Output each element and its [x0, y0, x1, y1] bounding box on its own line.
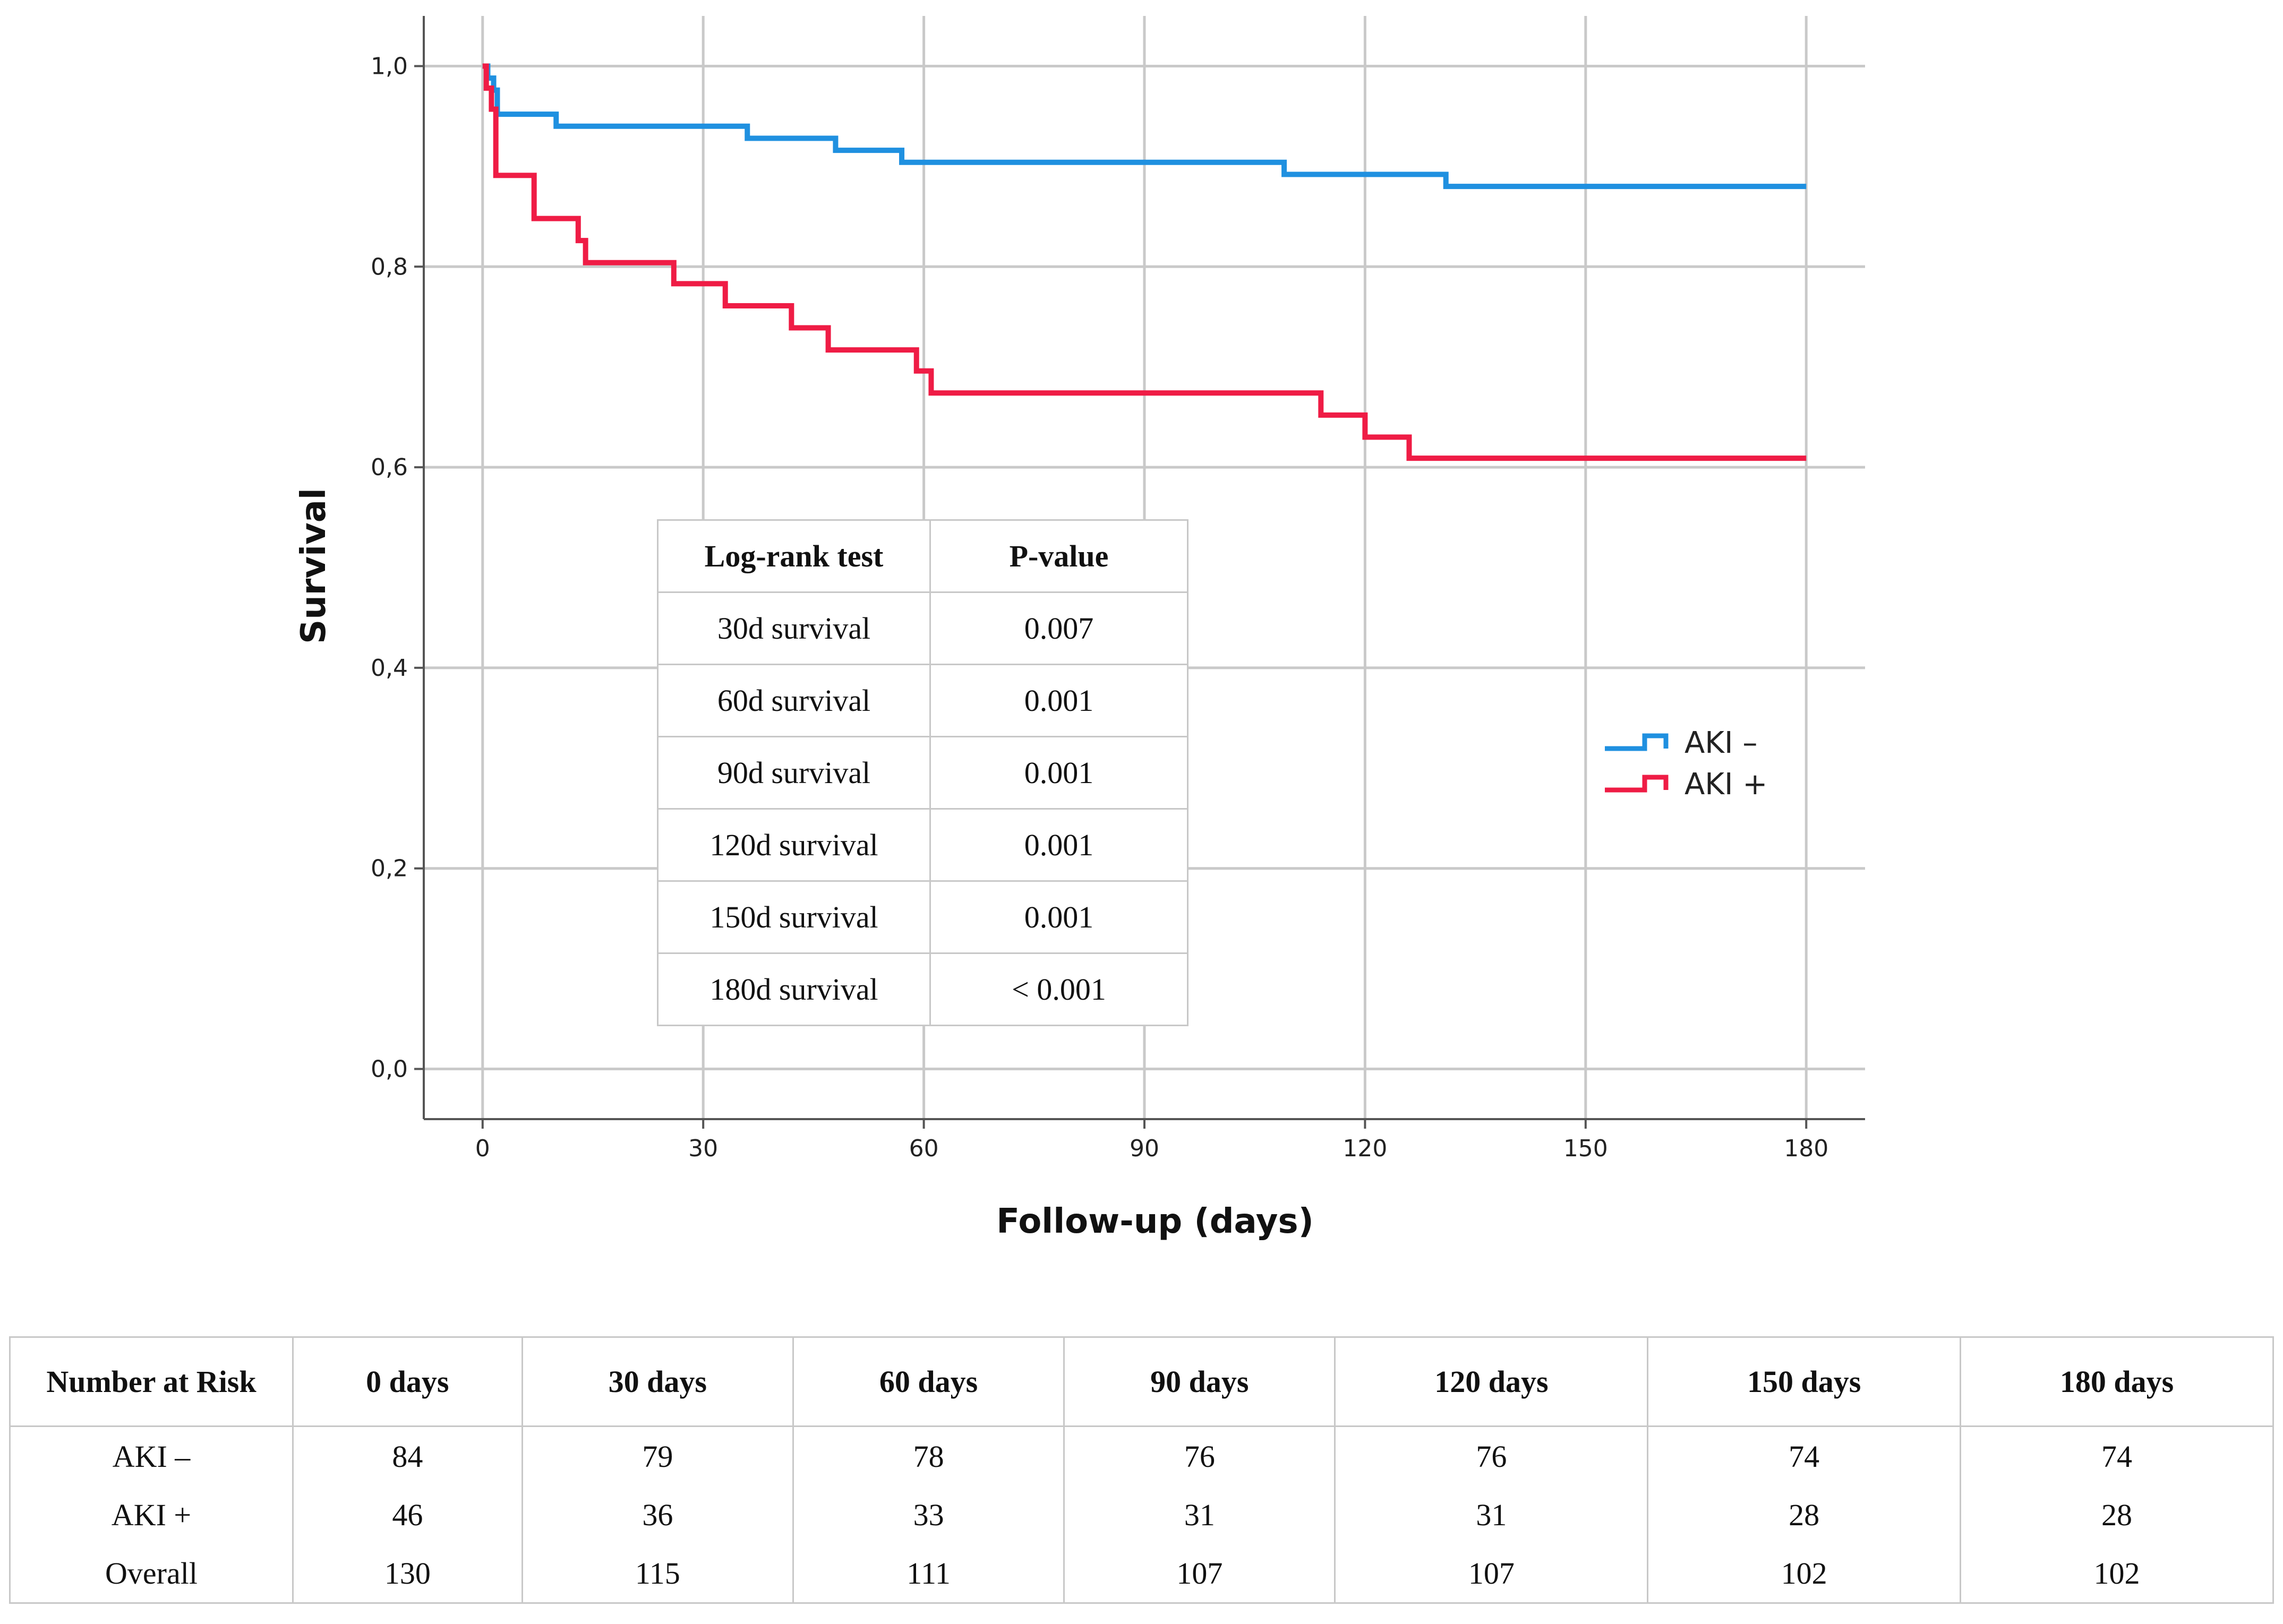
grid-lines [424, 16, 1865, 1119]
risk-cell: 76 [1334, 1426, 1649, 1485]
logrank-cell-test: 180d survival [657, 952, 931, 1026]
risk-cell: 79 [521, 1426, 794, 1485]
risk-header-day: 120 days [1334, 1336, 1649, 1427]
x-tick-label: 0 [475, 1135, 490, 1162]
axes [414, 16, 1865, 1129]
y-axis-title: Survival [294, 488, 334, 644]
y-tick-label: 1,0 [371, 53, 408, 80]
legend-swatch [1605, 775, 1669, 793]
y-tick-label: 0,6 [371, 454, 408, 481]
risk-cell: 28 [1960, 1485, 2274, 1544]
logrank-header-test: Log-rank test [657, 519, 931, 593]
risk-cell: 130 [292, 1544, 523, 1604]
legend-swatch [1605, 733, 1669, 751]
logrank-cell-pvalue: 0.007 [929, 591, 1188, 665]
x-tick-label: 180 [1784, 1135, 1828, 1162]
risk-row-overall: Overall 130 115 111 107 107 102 102 [9, 1544, 2274, 1604]
logrank-row: 120d survival 0.001 [657, 808, 1188, 882]
risk-cell: 107 [1334, 1544, 1649, 1604]
logrank-row: 60d survival 0.001 [657, 664, 1188, 737]
risk-header-day: 90 days [1063, 1336, 1336, 1427]
risk-header-day: 180 days [1960, 1336, 2274, 1427]
risk-header-day: 30 days [521, 1336, 794, 1427]
risk-cell: 78 [792, 1426, 1065, 1485]
risk-row-label: AKI – [9, 1426, 294, 1485]
logrank-row: 90d survival 0.001 [657, 736, 1188, 810]
x-tick-label: 150 [1563, 1135, 1608, 1162]
risk-row-aki-neg: AKI – 84 79 78 76 76 74 74 [9, 1426, 2274, 1485]
logrank-cell-pvalue: < 0.001 [929, 952, 1188, 1026]
risk-cell: 36 [521, 1485, 794, 1544]
logrank-cell-pvalue: 0.001 [929, 664, 1188, 737]
logrank-header-pvalue: P-value [929, 519, 1188, 593]
risk-cell: 74 [1647, 1426, 1962, 1485]
logrank-header-row: Log-rank test P-value [657, 519, 1188, 593]
logrank-row: 150d survival 0.001 [657, 880, 1188, 954]
risk-header-day: 60 days [792, 1336, 1065, 1427]
legend-label: AKI – [1685, 726, 1757, 760]
logrank-cell-test: 90d survival [657, 736, 931, 810]
logrank-cell-test: 60d survival [657, 664, 931, 737]
risk-row-label: AKI + [9, 1485, 294, 1544]
risk-cell: 102 [1960, 1544, 2274, 1604]
logrank-row: 30d survival 0.007 [657, 591, 1188, 665]
series-group [482, 63, 1807, 461]
x-tick-label: 90 [1130, 1135, 1159, 1162]
logrank-cell-pvalue: 0.001 [929, 880, 1188, 954]
series-line-aki-pos [482, 63, 1807, 461]
risk-row-aki-pos: AKI + 46 36 33 31 31 28 28 [9, 1485, 2274, 1544]
risk-row-label: Overall [9, 1544, 294, 1604]
risk-cell: 74 [1960, 1426, 2274, 1485]
y-tick-label: 0,8 [371, 253, 408, 280]
risk-cell: 84 [292, 1426, 523, 1485]
logrank-table: Log-rank test P-value 30d survival 0.007 … [657, 519, 1188, 1026]
tick-labels: 0 30 60 90 120 150 180 0,0 0,2 0,4 0,6 0,8 1,0 [371, 53, 1828, 1162]
risk-cell: 102 [1647, 1544, 1962, 1604]
km-chart: 0 30 60 90 120 150 180 0,0 0,2 0,4 0,6 0,8 1,0 Survi… [294, 16, 1865, 1241]
y-tick-label: 0,0 [371, 1056, 408, 1083]
risk-header-label: Number at Risk [9, 1336, 294, 1427]
risk-cell: 33 [792, 1485, 1065, 1544]
legend-label: AKI + [1685, 767, 1767, 802]
number-at-risk-table: Number at Risk 0 days 30 days 60 days 90… [9, 1336, 2274, 1604]
logrank-cell-pvalue: 0.001 [929, 808, 1188, 882]
risk-header-day: 150 days [1647, 1336, 1962, 1427]
risk-cell: 76 [1063, 1426, 1336, 1485]
x-tick-label: 60 [909, 1135, 939, 1162]
y-tick-label: 0,2 [371, 855, 408, 882]
y-tick-label: 0,4 [371, 655, 408, 682]
x-tick-label: 120 [1343, 1135, 1387, 1162]
risk-cell: 46 [292, 1485, 523, 1544]
legend: AKI – AKI + [1605, 726, 1767, 802]
risk-cell: 111 [792, 1544, 1065, 1604]
logrank-cell-pvalue: 0.001 [929, 736, 1188, 810]
risk-cell: 28 [1647, 1485, 1962, 1544]
risk-header-day: 0 days [292, 1336, 523, 1427]
x-axis-title: Follow-up (days) [996, 1202, 1314, 1241]
risk-header-row: Number at Risk 0 days 30 days 60 days 90… [9, 1336, 2274, 1427]
x-tick-label: 30 [688, 1135, 718, 1162]
risk-cell: 31 [1063, 1485, 1336, 1544]
series-line-aki-neg [482, 63, 1807, 190]
logrank-row: 180d survival < 0.001 [657, 952, 1188, 1026]
risk-cell: 115 [521, 1544, 794, 1604]
logrank-cell-test: 150d survival [657, 880, 931, 954]
risk-cell: 31 [1334, 1485, 1649, 1544]
logrank-cell-test: 120d survival [657, 808, 931, 882]
logrank-cell-test: 30d survival [657, 591, 931, 665]
risk-cell: 107 [1063, 1544, 1336, 1604]
